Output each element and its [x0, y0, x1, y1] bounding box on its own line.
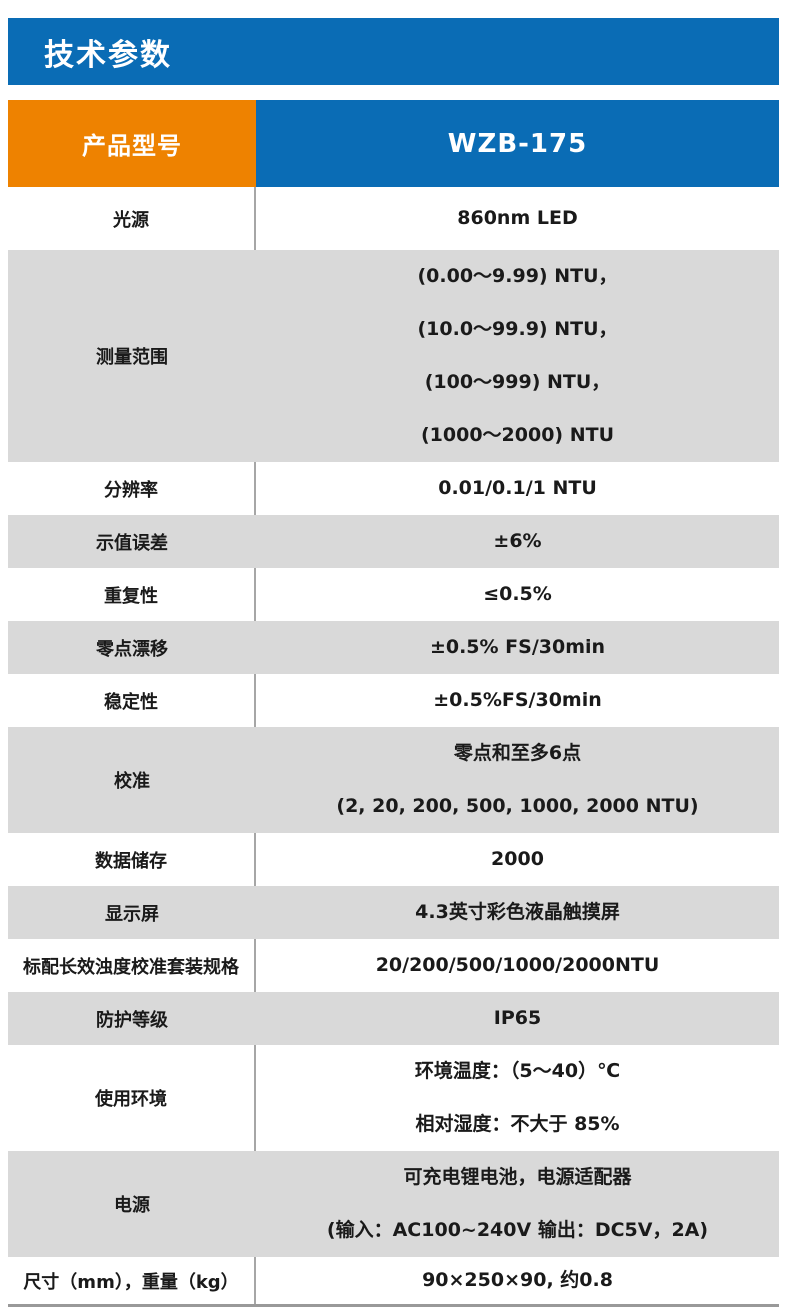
table-row: 零点漂移 ±0.5% FS/30min	[8, 621, 779, 674]
table-row: 校准 零点和至多6点 (2, 20, 200, 500, 1000, 2000 NT…	[8, 727, 779, 833]
spec-label: 标配长效浊度校准套装规格	[8, 939, 256, 992]
table-row: 电源 可充电锂电池，电源适配器 (输入：AC100~240V 输出：DC5V，2A)	[8, 1151, 779, 1257]
spec-label: 电源	[114, 1195, 150, 1216]
spec-value-line: (10.0～99.9) NTU，	[417, 318, 618, 340]
spec-value-line: ≤0.5%	[483, 583, 552, 605]
spec-label: 重复性	[8, 568, 256, 621]
spec-value-line: (2, 20, 200, 500, 1000, 2000 NTU)	[336, 795, 699, 817]
spec-value-line: 相对湿度：不大于 85%	[415, 1113, 620, 1135]
spec-value-line: (100～999) NTU，	[424, 371, 611, 393]
table-header-row: 产品型号 WZB-175	[8, 100, 779, 187]
spec-value: (0.00～9.99) NTU， (10.0～99.9) NTU， (100～999…	[256, 250, 779, 462]
table-row: 重复性 ≤0.5%	[8, 568, 779, 621]
table-row: 尺寸（mm），重量（kg） 90×250×90, 约0.8	[8, 1257, 779, 1304]
section-title: 技术参数	[44, 37, 172, 73]
spec-label: 防护等级	[96, 1009, 168, 1031]
table-row: 分辨率 0.01/0.1/1 NTU	[8, 462, 779, 515]
spec-label: 零点漂移	[96, 638, 168, 660]
spec-value-line: 2000	[491, 848, 544, 870]
spec-label: 测量范围	[96, 347, 168, 368]
spec-value-line: 环境温度：（5～40）℃	[414, 1060, 621, 1082]
spec-value-line: 0.01/0.1/1 NTU	[438, 477, 597, 499]
spec-value: ±0.5% FS/30min	[256, 621, 779, 674]
spec-value-line: (0.00～9.99) NTU，	[417, 265, 618, 287]
model-header-label: 产品型号	[8, 100, 256, 187]
spec-value: ≤0.5%	[256, 568, 779, 621]
spec-label: 显示屏	[105, 903, 159, 925]
table-row: 使用环境 环境温度：（5～40）℃ 相对湿度：不大于 85%	[8, 1045, 779, 1151]
spec-label: 稳定性	[8, 674, 256, 727]
table-row: 光源 860nm LED	[8, 187, 779, 250]
spec-value: ±6%	[256, 515, 779, 568]
spec-value-line: 20/200/500/1000/2000NTU	[375, 954, 660, 976]
spec-value-line: 90×250×90, 约0.8	[422, 1269, 613, 1291]
spec-value-line: ±0.5% FS/30min	[429, 636, 606, 658]
table-row: 测量范围 (0.00～9.99) NTU， (10.0～99.9) NTU， (100…	[8, 250, 779, 462]
spec-value-line: 860nm LED	[457, 207, 578, 229]
spec-value-line: ±0.5%FS/30min	[433, 689, 602, 711]
spec-value: 环境温度：（5～40）℃ 相对湿度：不大于 85%	[256, 1045, 779, 1151]
spec-rows: 光源 860nm LED 测量范围 (0.00～9.99) NTU， (10.0～99.…	[8, 187, 779, 1304]
spec-value-line: (1000～2000) NTU	[420, 424, 615, 446]
spec-value: 0.01/0.1/1 NTU	[256, 462, 779, 515]
spec-value-line: 4.3英寸彩色液晶触摸屏	[415, 901, 620, 923]
spec-label: 使用环境	[8, 1045, 256, 1151]
spec-value: 860nm LED	[256, 187, 779, 250]
spec-value-line: 可充电锂电池，电源适配器	[403, 1166, 632, 1188]
spec-label: 尺寸（mm），重量（kg）	[8, 1257, 256, 1304]
spec-label: 分辨率	[8, 462, 256, 515]
model-header-value: WZB-175	[256, 100, 779, 187]
table-row: 数据储存 2000	[8, 833, 779, 886]
table-row: 稳定性 ±0.5%FS/30min	[8, 674, 779, 727]
spec-label: 校准	[114, 771, 150, 792]
spec-label: 数据储存	[8, 833, 256, 886]
spec-label: 示值误差	[96, 532, 168, 554]
table-row: 示值误差 ±6%	[8, 515, 779, 568]
table-row: 显示屏 4.3英寸彩色液晶触摸屏	[8, 886, 779, 939]
spec-value: 零点和至多6点 (2, 20, 200, 500, 1000, 2000 NTU)	[256, 727, 779, 833]
spec-value: 2000	[256, 833, 779, 886]
section-title-bar: 技术参数	[8, 18, 779, 85]
spec-value: 可充电锂电池，电源适配器 (输入：AC100~240V 输出：DC5V，2A)	[256, 1151, 779, 1257]
spec-value-line: ±6%	[493, 530, 542, 552]
spec-value-line: IP65	[493, 1007, 542, 1029]
spec-table: 产品型号 WZB-175 光源 860nm LED 测量范围 (0.00～9.99) …	[8, 100, 779, 1307]
table-row: 防护等级 IP65	[8, 992, 779, 1045]
spec-label: 光源	[8, 187, 256, 250]
spec-value: IP65	[256, 992, 779, 1045]
spec-value: 20/200/500/1000/2000NTU	[256, 939, 779, 992]
table-bottom-rule	[8, 1304, 779, 1307]
spec-value-line: (输入：AC100~240V 输出：DC5V，2A)	[326, 1219, 709, 1241]
table-row: 标配长效浊度校准套装规格 20/200/500/1000/2000NTU	[8, 939, 779, 992]
spec-value-line: 零点和至多6点	[453, 742, 582, 764]
spec-value: 4.3英寸彩色液晶触摸屏	[256, 886, 779, 939]
spec-value: 90×250×90, 约0.8	[256, 1257, 779, 1304]
spec-value: ±0.5%FS/30min	[256, 674, 779, 727]
